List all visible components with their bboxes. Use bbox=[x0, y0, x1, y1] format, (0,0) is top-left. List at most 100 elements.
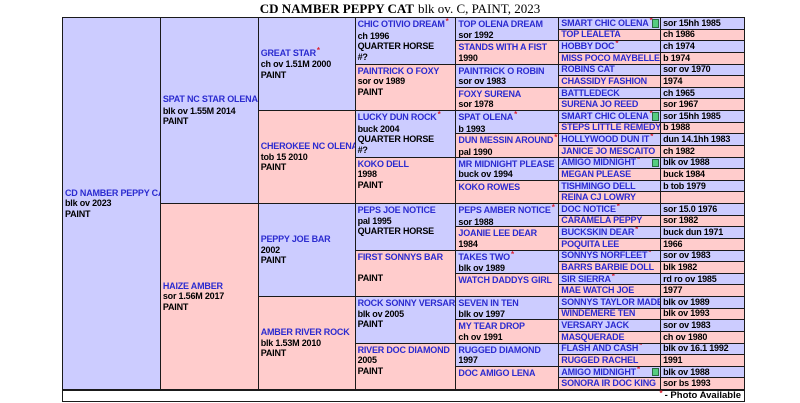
horse-name-link[interactable]: AMIGO MIDNIGHT bbox=[561, 157, 636, 168]
horse-name-link[interactable]: KOKO DELL bbox=[357, 158, 409, 169]
horse-name-link[interactable]: ROCK SONNY VERSARY bbox=[357, 298, 457, 308]
horse-name-link[interactable]: SPAT OLENA bbox=[458, 112, 514, 122]
horse-name-link[interactable]: TOP OLENA DREAM bbox=[458, 19, 543, 29]
horse-name-link[interactable]: SEVEN IN TEN bbox=[458, 298, 519, 308]
pedigree-cell-gen5-5: SPAT OLENA* b 1993 bbox=[456, 111, 560, 135]
horse-info-line: buck 1984 bbox=[663, 169, 705, 179]
horse-name-link[interactable]: HOBBY DOC bbox=[561, 41, 615, 52]
horse-name-link[interactable]: DUN MESSIN AROUND bbox=[458, 135, 554, 146]
horse-info-line: sor 15hh 1985 bbox=[663, 18, 721, 28]
pedigree-cell-gen3-3: PEPPY JOE BAR 2002 PAINT bbox=[258, 204, 356, 297]
pedigree-cell-gen3-1: GREAT STAR* ch ov 1.51M 2000 PAINT bbox=[258, 18, 356, 111]
horse-name-link[interactable]: SONORA IR DOC KING bbox=[561, 378, 656, 389]
horse-name-link[interactable]: REINA CJ LOWRY bbox=[561, 192, 636, 203]
pedigree-cell-gen6-3-info: ch 1974 bbox=[661, 41, 745, 53]
horse-name-link[interactable]: BUCKSKIN DEAR bbox=[561, 227, 635, 238]
horse-name-link[interactable]: MAE WATCH JOE bbox=[561, 285, 635, 296]
horse-name-link[interactable]: PEPPY JOE BAR bbox=[260, 234, 331, 245]
horse-name-link[interactable]: GREAT STAR bbox=[260, 47, 316, 58]
photo-asterisk-icon: * bbox=[636, 157, 640, 165]
horse-name-link[interactable]: POQUITA LEE bbox=[561, 238, 620, 249]
photo-thumbnail-marker-icon[interactable] bbox=[652, 19, 660, 28]
pedigree-cell-gen5-16: DOC AMIGO LENA bbox=[456, 366, 560, 390]
horse-name-link[interactable]: PAINTRICK O ROBIN bbox=[458, 65, 545, 76]
horse-name-link[interactable]: BATTLEDECK bbox=[561, 87, 620, 98]
horse-name-link[interactable]: WATCH DADDYS GIRL bbox=[458, 274, 552, 285]
pedigree-cell-gen6-16-info bbox=[661, 192, 745, 204]
horse-name-link[interactable]: LUCKY DUN ROCK bbox=[357, 112, 437, 122]
horse-name-link[interactable]: TOP LEALETA bbox=[561, 29, 621, 40]
horse-name-link[interactable]: STANDS WITH A FIST bbox=[458, 42, 547, 53]
horse-name-link[interactable]: CHEROKEE NC OLENA bbox=[260, 141, 356, 152]
horse-info-line: PAINT bbox=[357, 365, 384, 376]
horse-name-link[interactable]: PEPS AMBER NOTICE bbox=[458, 205, 551, 215]
photo-thumbnail-marker-icon[interactable] bbox=[652, 112, 660, 121]
photo-asterisk-icon: * bbox=[615, 41, 619, 49]
photo-asterisk-icon: * bbox=[611, 273, 615, 281]
pedigree-cell-gen5-3: PAINTRICK O ROBIN sor ov 1983 bbox=[456, 64, 560, 88]
horse-name-link[interactable]: TISHMINGO DELL bbox=[561, 180, 636, 191]
pedigree-cell-gen6-13-name: AMIGO MIDNIGHT* bbox=[559, 157, 662, 170]
pedigree-cell-gen6-21-name: SONNYS NORFLEET* bbox=[559, 250, 662, 263]
pedigree-cell-gen6-11-info: dun 14.1hh 1983 bbox=[661, 134, 745, 146]
horse-name-link[interactable]: PEPS JOE NOTICE bbox=[357, 205, 436, 215]
horse-name-link[interactable]: DOC AMIGO LENA bbox=[458, 367, 536, 378]
horse-name-link[interactable]: SPAT NC STAR OLENA bbox=[162, 94, 258, 105]
horse-info-line: PAINT bbox=[162, 301, 189, 312]
horse-name-link[interactable]: SONNYS NORFLEET bbox=[561, 250, 648, 261]
horse-name-link[interactable]: STEPS LITTLE REMEDY bbox=[561, 122, 661, 133]
horse-info-line: 1984 bbox=[458, 238, 478, 249]
horse-name-link[interactable]: MY TEAR DROP bbox=[458, 321, 525, 332]
horse-name-link[interactable]: MR MIDNIGHT PLEASE bbox=[458, 158, 555, 169]
horse-info-line: ch 1965 bbox=[663, 87, 695, 98]
horse-name-link[interactable]: ROBINS CAT bbox=[561, 64, 615, 75]
horse-name-link[interactable]: SONNYS TAYLOR MADE bbox=[561, 297, 662, 307]
horse-name-link[interactable]: AMBER RIVER ROCK bbox=[260, 327, 350, 338]
horse-name-row: BARRS BARBIE DOLL bbox=[561, 262, 654, 272]
horse-name-link[interactable]: WINDEMERE TEN bbox=[561, 308, 636, 319]
horse-info-line: blk 1982 bbox=[663, 262, 698, 272]
horse-name-link[interactable]: MASQUERADE bbox=[561, 331, 625, 342]
horse-name-link[interactable]: JANICE JO MESCAITO bbox=[561, 145, 656, 156]
horse-name-link[interactable]: BARRS BARBIE DOLL bbox=[561, 262, 654, 272]
horse-name-link[interactable]: HAIZE AMBER bbox=[162, 280, 223, 291]
horse-name-link[interactable]: HOLLYWOOD DUN IT bbox=[561, 134, 650, 145]
horse-info-line: blk ov 1989 bbox=[663, 297, 710, 307]
pedigree-cell-gen4-2: PAINTRICK O FOXY sor ov 1989 PAINT bbox=[355, 64, 457, 111]
horse-name-link[interactable]: CD NAMBER PEPPY CAT bbox=[65, 187, 161, 198]
horse-name-link[interactable]: MISS POCO MAYBELLE bbox=[561, 52, 660, 63]
horse-name-link[interactable]: VERSARY JACK bbox=[561, 320, 629, 331]
horse-name-row: GREAT STAR* bbox=[260, 46, 354, 60]
horse-name-link[interactable]: FOXY SURENA bbox=[458, 88, 522, 99]
horse-name-link[interactable]: RUGGED DIAMOND bbox=[458, 344, 541, 355]
horse-name-link[interactable]: RIVER DOC DIAMOND bbox=[357, 344, 450, 355]
photo-thumbnail-marker-icon[interactable] bbox=[652, 367, 660, 377]
horse-name-link[interactable]: DOC NOTICE bbox=[561, 204, 616, 214]
horse-name-link[interactable]: CHIC OTIVIO DREAM bbox=[357, 19, 445, 29]
horse-name-link[interactable]: SIR SIERRA bbox=[561, 273, 611, 284]
horse-name-link[interactable]: SMART CHIC OLENA bbox=[561, 111, 649, 121]
horse-info-line: ch ov 1980 bbox=[663, 331, 708, 342]
horse-name-link[interactable]: FLASH AND CASH bbox=[561, 343, 639, 354]
pedigree-cell-gen6-25-name: SONNYS TAYLOR MADE bbox=[559, 297, 662, 309]
horse-info-line: 1966 bbox=[663, 238, 683, 249]
horse-name-link[interactable]: RUGGED RACHEL bbox=[561, 355, 639, 365]
horse-name-link[interactable]: KOKO ROWES bbox=[458, 181, 520, 192]
horse-name-link[interactable]: MEGAN PLEASE bbox=[561, 169, 631, 179]
horse-name-link[interactable]: AMIGO MIDNIGHT bbox=[561, 366, 636, 377]
horse-name-link[interactable]: CARAMELA PEPPY bbox=[561, 215, 643, 226]
horse-name-link[interactable]: PAINTRICK O FOXY bbox=[357, 65, 440, 76]
horse-name-link[interactable]: JOANIE LEE DEAR bbox=[458, 228, 537, 239]
horse-name-link[interactable]: TAKES TWO bbox=[458, 251, 510, 262]
horse-name-link[interactable]: SURENA JO REED bbox=[561, 99, 639, 110]
horse-info-line: sor ov 1970 bbox=[663, 64, 711, 75]
title-horse-details: blk ov. C, PAINT, 2023 bbox=[417, 1, 541, 16]
horse-info-line: #? bbox=[357, 51, 368, 62]
photo-thumbnail-marker-icon[interactable] bbox=[652, 158, 660, 168]
pedigree-cell-gen5-7: MR MIDNIGHT PLEASE buck ov 1994 bbox=[456, 157, 560, 181]
horse-name-link[interactable]: CHASSIDY FASHION bbox=[561, 76, 647, 86]
horse-name-link[interactable]: SMART CHIC OLENA bbox=[561, 18, 649, 28]
horse-name-link[interactable]: FIRST SONNYS BAR bbox=[357, 251, 444, 262]
pedigree-cell-gen6-2-name: TOP LEALETA bbox=[559, 29, 662, 42]
pedigree-cell-gen6-30-info: 1991 bbox=[661, 355, 745, 367]
